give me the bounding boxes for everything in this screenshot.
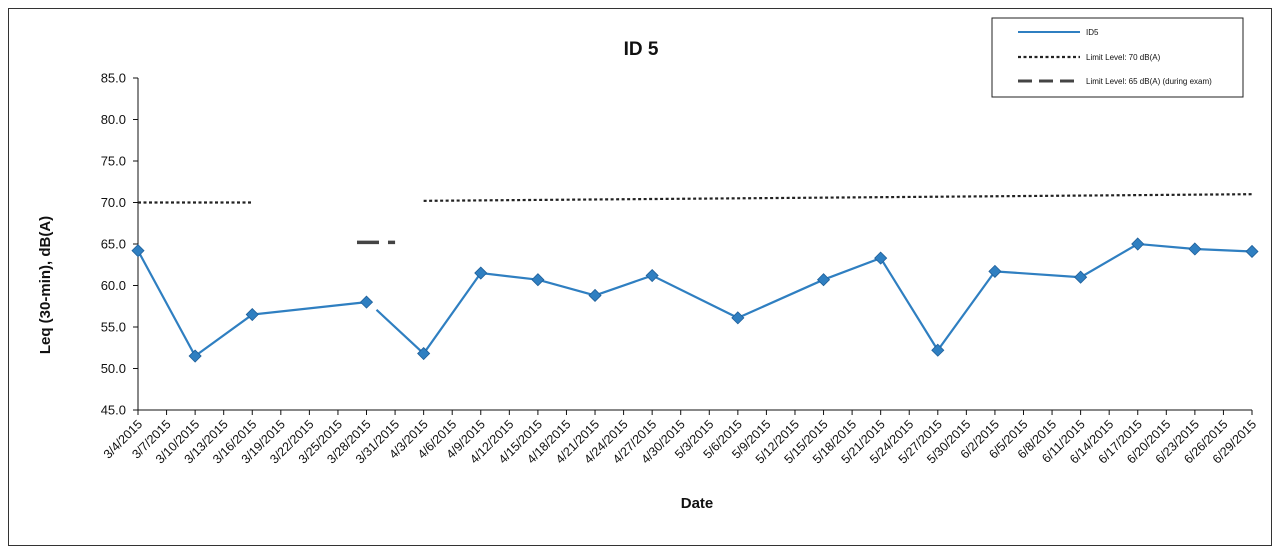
id5-data-point bbox=[1188, 242, 1202, 256]
id5-data-point bbox=[988, 264, 1002, 278]
legend: ID5 Limit Level: 70 dB(A) Limit Level: 6… bbox=[991, 17, 1244, 98]
axes bbox=[137, 78, 1252, 411]
legend-label-limit-65: Limit Level: 65 dB(A) (during exam) bbox=[1086, 77, 1212, 86]
id5-data-point bbox=[359, 295, 374, 309]
id5-data-point bbox=[188, 349, 202, 363]
id5-data-point bbox=[874, 251, 888, 265]
series-layer bbox=[131, 193, 1259, 363]
id5-data-point bbox=[731, 311, 745, 325]
id5-data-point bbox=[931, 343, 945, 357]
id5-series-line bbox=[137, 250, 367, 358]
id5-data-point bbox=[645, 268, 659, 283]
x-axis-ticks: 3/4/20153/7/20153/10/20153/13/20153/16/2… bbox=[101, 410, 1259, 466]
id5-data-point bbox=[131, 244, 145, 258]
id5-data-point bbox=[531, 273, 545, 287]
id5-data-point bbox=[474, 266, 488, 280]
legend-label-id5: ID5 bbox=[1086, 28, 1099, 37]
y-tick-label: 50.0 bbox=[101, 361, 126, 376]
chart-title: ID 5 bbox=[624, 39, 659, 60]
id5-data-point bbox=[1131, 237, 1145, 251]
y-tick-label: 70.0 bbox=[101, 195, 126, 210]
y-tick-label: 80.0 bbox=[101, 112, 126, 127]
y-tick-label: 55.0 bbox=[101, 320, 126, 335]
id5-series-line bbox=[375, 242, 1253, 356]
y-tick-label: 45.0 bbox=[101, 403, 126, 418]
id5-data-point bbox=[245, 307, 259, 322]
id5-data-point bbox=[1074, 270, 1088, 284]
id5-data-point bbox=[588, 288, 602, 303]
id5-data-point bbox=[1245, 244, 1259, 259]
y-tick-label: 65.0 bbox=[101, 237, 126, 252]
legend-label-limit-70: Limit Level: 70 dB(A) bbox=[1086, 53, 1161, 62]
limit-70-line bbox=[423, 193, 1253, 202]
id5-data-point bbox=[417, 346, 431, 361]
y-tick-label: 75.0 bbox=[101, 154, 126, 169]
x-axis-title: Date bbox=[681, 495, 714, 512]
y-tick-label: 85.0 bbox=[101, 71, 126, 86]
chart-frame bbox=[8, 8, 1272, 546]
y-axis-title: Leq (30-min), dB(A) bbox=[37, 216, 54, 354]
y-axis-ticks: 45.0 50.0 55.0 60.0 65.0 70.0 75.0 80.0 85.0 bbox=[101, 71, 138, 418]
id5-data-point bbox=[816, 273, 831, 287]
y-tick-label: 60.0 bbox=[101, 278, 126, 293]
